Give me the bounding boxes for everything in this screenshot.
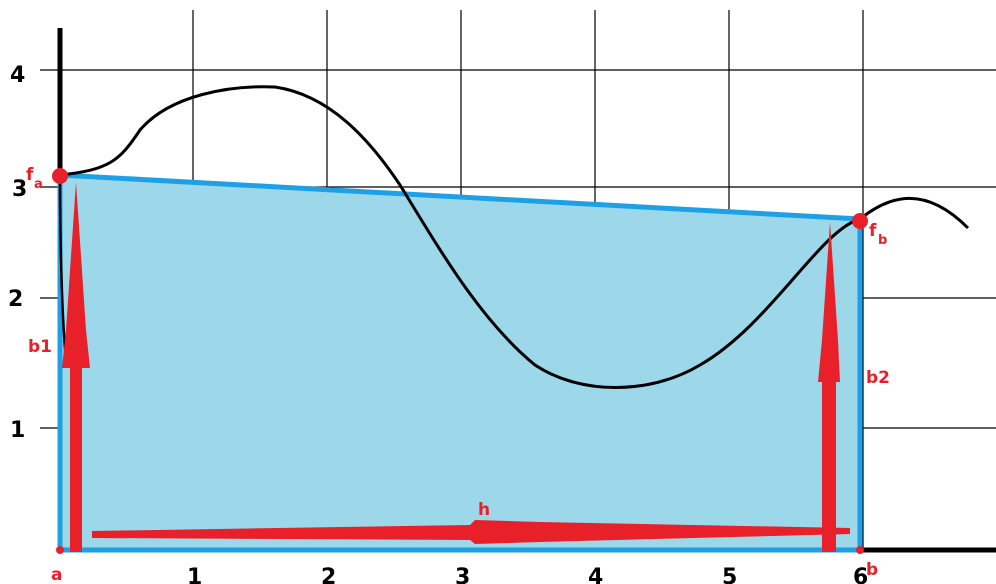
annotations (52, 168, 868, 554)
label-a: a (51, 565, 62, 584)
y-tick-label: 4 (10, 63, 25, 88)
y-tick-label: 1 (10, 418, 25, 443)
point-fb (852, 213, 868, 229)
trapezoid-area (57, 172, 863, 553)
x-tick-label: 4 (588, 565, 603, 584)
function-curve (59, 85, 970, 389)
x-tick-label: 3 (455, 565, 470, 584)
x-tick-label: 6 (853, 565, 868, 584)
label-b2: b2 (866, 368, 890, 388)
b1-arrow (62, 182, 90, 552)
y-tick-label: 3 (12, 177, 27, 202)
x-tick-label: 1 (187, 565, 202, 584)
y-tick-label: 2 (8, 287, 23, 312)
x-tick-labels: 1 2 3 4 5 6 (187, 565, 868, 584)
b2-arrow (818, 222, 840, 552)
h-arrow (92, 520, 850, 544)
y-tick-labels: 1 2 3 4 (8, 63, 27, 443)
label-b1: b1 (28, 337, 52, 357)
point-b (856, 546, 864, 554)
label-h: h (478, 500, 490, 520)
x-tick-label: 5 (722, 565, 737, 584)
x-tick-label: 2 (321, 565, 336, 584)
annotation-labels: a b h b1 b2 f a f b (26, 165, 890, 584)
label-fa-subscript: a (34, 177, 43, 192)
point-fa (52, 168, 68, 184)
label-fb-subscript: b (878, 233, 887, 248)
point-a (56, 546, 64, 554)
label-fa: f (26, 165, 34, 185)
label-fb: f (869, 221, 877, 241)
label-b: b (866, 560, 878, 580)
